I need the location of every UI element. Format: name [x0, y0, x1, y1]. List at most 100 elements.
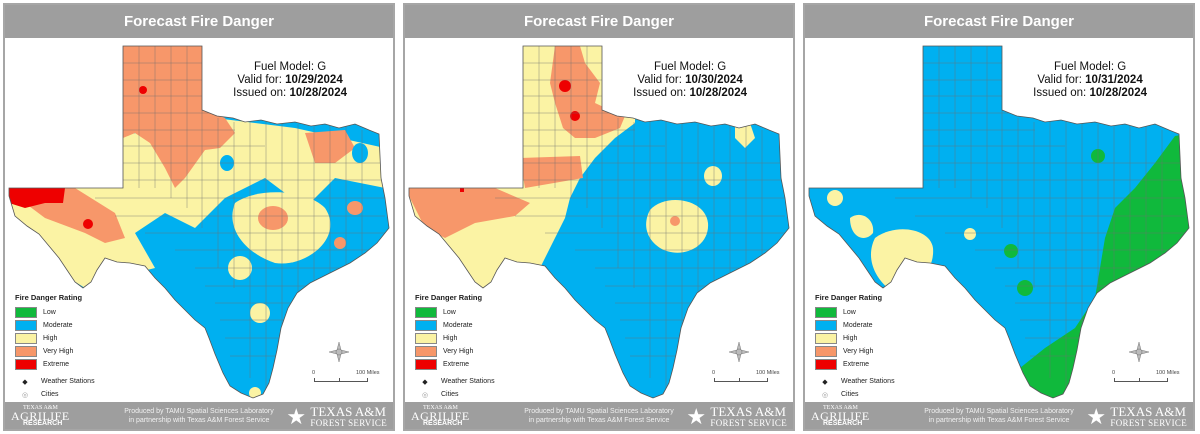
low-area: [1017, 280, 1033, 296]
legend-item-cities: ◎ Cities: [415, 388, 495, 401]
agrilife-research-logo: TEXAS A&M AGRILIFE RESEARCH: [411, 405, 470, 427]
panel-header: Forecast Fire Danger: [805, 5, 1193, 38]
legend-item-moderate: Moderate: [15, 319, 95, 332]
legend-item-high: High: [15, 332, 95, 345]
legend-label: Moderate: [443, 322, 473, 329]
fuel-model-value: G: [717, 61, 727, 73]
map-panel-oct-29: Forecast Fire Danger: [3, 3, 395, 431]
county-lines: [45, 46, 385, 393]
moderate-swatch: [415, 320, 437, 331]
very-high-area: [258, 206, 288, 230]
legend-item-extreme: Extreme: [15, 358, 95, 371]
fuel-model-label: Fuel Model:: [253, 61, 315, 73]
legend-item-very-high: Very High: [815, 345, 895, 358]
valid-label: Valid for:: [1037, 74, 1082, 86]
legend-label: Cities: [841, 391, 859, 398]
issued-label: Issued on:: [233, 87, 287, 99]
legend-item-low: Low: [415, 306, 495, 319]
texas-am-forest-service-logo: ★ TEXAS A&M FOREST SERVICE: [686, 404, 787, 429]
issued-label: Issued on:: [1033, 87, 1087, 99]
valid-date: 10/30/2024: [685, 74, 743, 86]
texas-am-forest-service-logo: ★ TEXAS A&M FOREST SERVICE: [1086, 404, 1187, 429]
extreme-area: [139, 86, 147, 94]
legend-label: Very High: [43, 348, 74, 355]
issued-date: 10/28/2024: [689, 87, 747, 99]
low-swatch: [15, 307, 37, 318]
panel-header: Forecast Fire Danger: [405, 5, 793, 38]
legend-label: Very High: [843, 348, 874, 355]
legend-item-moderate: Moderate: [815, 319, 895, 332]
legend-item-low: Low: [15, 306, 95, 319]
legend-item-very-high: Very High: [15, 345, 95, 358]
extreme-area: [83, 219, 93, 229]
valid-date: 10/29/2024: [285, 74, 343, 86]
very-high-area: [670, 216, 680, 226]
extreme-swatch: [815, 359, 837, 370]
legend-label: Extreme: [43, 361, 70, 368]
texas-fire-danger-map: [808, 45, 1190, 399]
high-area: [827, 190, 843, 206]
legend-label: Low: [843, 309, 856, 316]
legend-label: Extreme: [843, 361, 870, 368]
star-icon: ★: [686, 404, 707, 429]
very-high-swatch: [415, 346, 437, 357]
legend-label: High: [43, 335, 58, 342]
fuel-model-value: G: [317, 61, 327, 73]
very-high-swatch: [15, 346, 37, 357]
issued-date: 10/28/2024: [1089, 87, 1147, 99]
legend-label: Weather Stations: [41, 378, 95, 385]
compass-rose-icon: [1128, 341, 1150, 363]
legend-item-extreme: Extreme: [815, 358, 895, 371]
scale-start: 0: [712, 370, 716, 376]
very-high-swatch: [815, 346, 837, 357]
legend-label: Very High: [443, 348, 474, 355]
high-area: [850, 214, 874, 238]
star-icon: ★: [1086, 404, 1107, 429]
legend-label: Weather Stations: [441, 378, 495, 385]
very-high-area: [334, 237, 346, 249]
weather-station-icon: ◆: [822, 378, 828, 386]
panel-header: Forecast Fire Danger: [5, 5, 393, 38]
scale-start: 0: [1112, 370, 1116, 376]
extreme-swatch: [15, 359, 37, 370]
fuel-model-label: Fuel Model:: [1053, 61, 1115, 73]
very-high-area: [550, 46, 625, 138]
fuel-model-label: Fuel Model:: [653, 61, 715, 73]
high-swatch: [15, 333, 37, 344]
legend-label: Moderate: [43, 322, 73, 329]
legend: Fire Danger Rating Low Moderate High Ver…: [815, 293, 895, 401]
city-icon: ◎: [421, 391, 429, 399]
low-swatch: [415, 307, 437, 318]
legend-label: Cities: [441, 391, 459, 398]
legend-item-high: High: [415, 332, 495, 345]
legend: Fire Danger Rating Low Moderate High Ver…: [415, 293, 495, 401]
legend-label: Moderate: [843, 322, 873, 329]
compass-rose-icon: [728, 341, 750, 363]
legend-item-low: Low: [815, 306, 895, 319]
high-swatch: [415, 333, 437, 344]
moderate-swatch: [815, 320, 837, 331]
legend-label: Extreme: [443, 361, 470, 368]
legend-title: Fire Danger Rating: [15, 293, 83, 302]
county-lines: [845, 46, 1185, 393]
compass-rose-icon: [328, 341, 350, 363]
high-area: [704, 166, 722, 186]
forecast-info: Fuel Model: G Valid for: 10/31/2024 Issu…: [1033, 61, 1147, 100]
moderate-swatch: [15, 320, 37, 331]
texas-fire-danger-map: [8, 45, 390, 399]
agrilife-research-logo: TEXAS A&M AGRILIFE RESEARCH: [11, 405, 70, 427]
high-area: [964, 228, 976, 240]
credit-text: Produced by TAMU Spatial Sciences Labora…: [124, 408, 274, 424]
footer: TEXAS A&M AGRILIFE RESEARCH Produced by TA…: [405, 402, 793, 429]
forecast-info: Fuel Model: G Valid for: 10/30/2024 Issu…: [633, 61, 747, 100]
legend-item-very-high: Very High: [415, 345, 495, 358]
weather-station-icon: ◆: [22, 378, 28, 386]
legend-label: Low: [443, 309, 456, 316]
very-high-area: [409, 188, 530, 238]
map-panel-oct-31: Forecast Fire Danger Fuel Model: G Valid…: [803, 3, 1195, 431]
valid-label: Valid for:: [237, 74, 282, 86]
footer: TEXAS A&M AGRILIFE RESEARCH Produced by TA…: [805, 402, 1193, 429]
legend-item-cities: ◎ Cities: [15, 388, 95, 401]
legend-title: Fire Danger Rating: [815, 293, 883, 302]
legend-item-cities: ◎ Cities: [815, 388, 895, 401]
